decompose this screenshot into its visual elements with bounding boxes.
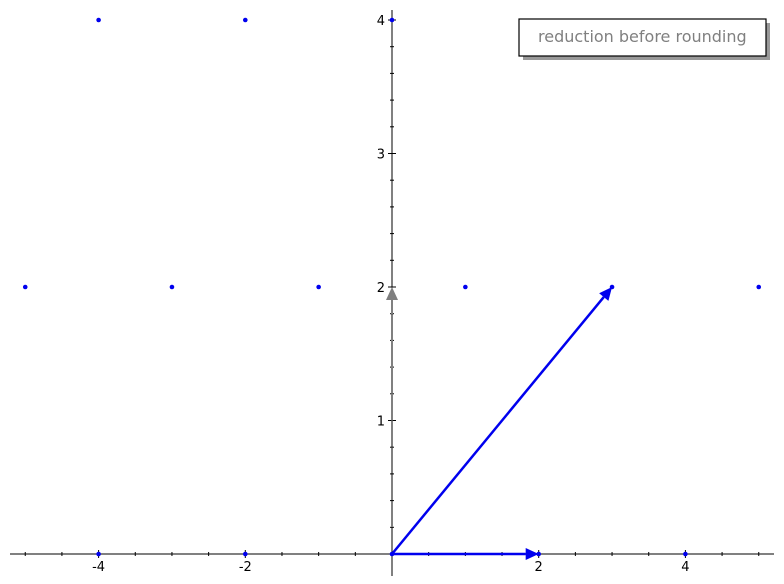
y-tick-label: 1 <box>377 415 385 430</box>
data-point <box>609 284 615 290</box>
y-tick-label: 4 <box>377 14 385 29</box>
data-point <box>463 284 468 290</box>
data-point <box>316 284 321 290</box>
vector-shaft <box>391 296 605 555</box>
data-point <box>683 551 688 557</box>
data-point <box>756 284 762 290</box>
legend-box <box>518 18 767 57</box>
x-tick-label: 2 <box>535 560 543 575</box>
data-point <box>96 551 101 557</box>
y-tick-label: 3 <box>377 148 385 163</box>
x-tick-label: 4 <box>681 560 689 575</box>
vector-head <box>525 548 539 560</box>
legend: reduction before rounding <box>518 18 770 60</box>
x-tick-label: -2 <box>239 560 252 575</box>
data-point <box>243 551 248 557</box>
data-point <box>389 17 395 23</box>
data-point <box>96 17 101 23</box>
vector-head <box>386 287 398 300</box>
legend-entry: reduction before rounding <box>538 27 747 46</box>
x-tick-label: -4 <box>92 560 105 575</box>
data-point <box>243 17 248 23</box>
data-point <box>389 551 395 557</box>
data-point <box>536 551 541 557</box>
vectors <box>386 287 613 560</box>
y-tick-label: 2 <box>377 281 385 296</box>
points <box>22 17 762 557</box>
vector-head <box>599 287 613 301</box>
data-point <box>169 284 175 290</box>
data-point <box>22 284 28 290</box>
